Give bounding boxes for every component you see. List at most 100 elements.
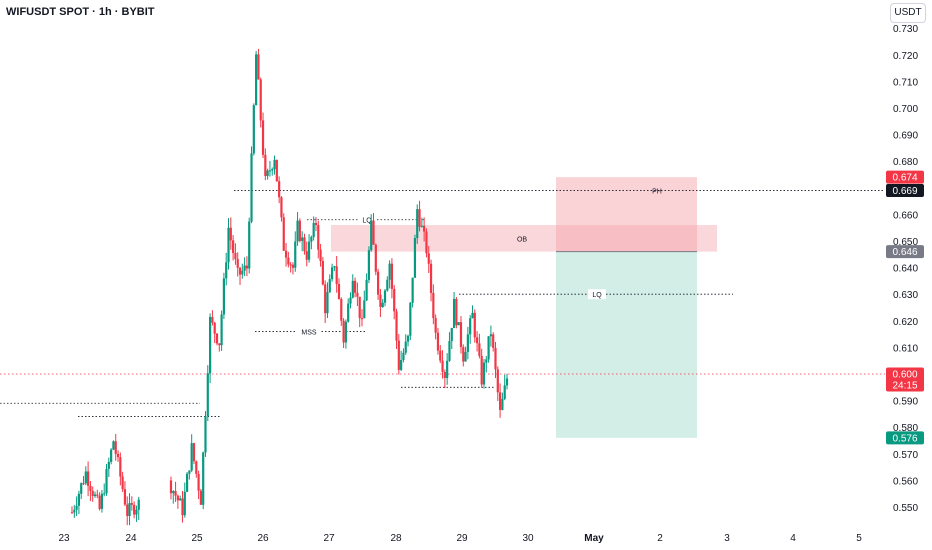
candle-body bbox=[429, 263, 433, 293]
candle-body bbox=[77, 493, 81, 506]
candle-body bbox=[312, 222, 315, 237]
candle-body bbox=[342, 320, 345, 343]
x-tick-label: 5 bbox=[856, 533, 862, 544]
candle-body bbox=[137, 499, 140, 510]
candle-body bbox=[489, 334, 492, 337]
y-tick-label: 0.660 bbox=[893, 210, 918, 221]
y-tick-label: 0.610 bbox=[893, 343, 918, 354]
candle-body bbox=[485, 359, 488, 363]
annotation-label: OB bbox=[517, 236, 527, 243]
candle-body bbox=[103, 493, 106, 495]
candle-body bbox=[441, 360, 444, 372]
candle-body bbox=[107, 461, 110, 469]
candle-body bbox=[317, 225, 320, 250]
candle-body bbox=[328, 279, 331, 293]
x-tick-label: 25 bbox=[191, 533, 203, 544]
candle-body bbox=[459, 322, 463, 348]
y-tick-label: 0.720 bbox=[893, 51, 918, 62]
candle-body bbox=[388, 263, 391, 280]
candle-body bbox=[229, 227, 232, 241]
candle-body bbox=[126, 504, 129, 516]
x-tick-label: 27 bbox=[323, 533, 335, 544]
y-tick-label: 0.560 bbox=[893, 476, 918, 487]
candle-body bbox=[400, 360, 403, 370]
x-tick-label: 23 bbox=[58, 533, 70, 544]
candle-body bbox=[351, 280, 354, 298]
y-tick-label: 0.550 bbox=[893, 503, 918, 514]
candle-body bbox=[390, 263, 394, 289]
candle-body bbox=[397, 340, 400, 370]
candle-body bbox=[96, 494, 99, 496]
y-tick-label: 0.590 bbox=[893, 397, 918, 408]
candle-body bbox=[291, 264, 295, 268]
price-badge: 0.576 bbox=[886, 431, 924, 445]
candle-body bbox=[266, 170, 269, 176]
candle-body bbox=[257, 54, 260, 80]
candle-body bbox=[261, 120, 265, 155]
candle-body bbox=[301, 237, 304, 241]
candle-body bbox=[195, 461, 198, 474]
candle-body bbox=[215, 333, 219, 344]
candle-body bbox=[211, 316, 214, 323]
candle-body bbox=[503, 385, 506, 399]
x-tick-label: 2 bbox=[657, 533, 663, 544]
candle-body bbox=[439, 350, 442, 361]
candle-body bbox=[469, 318, 472, 335]
candle-body bbox=[324, 284, 327, 314]
y-tick-label: 0.650 bbox=[893, 237, 918, 248]
candle-body bbox=[411, 277, 414, 303]
candle-body bbox=[185, 473, 189, 492]
candle-body bbox=[475, 337, 479, 344]
candle-body bbox=[245, 265, 249, 269]
currency-selector[interactable]: USDT bbox=[890, 3, 926, 23]
candle-body bbox=[225, 262, 228, 279]
annotation-label: LQ bbox=[592, 292, 602, 299]
candle-body bbox=[466, 334, 469, 352]
candle-body bbox=[344, 321, 347, 343]
x-tick-label: 3 bbox=[724, 533, 730, 544]
candle-body bbox=[271, 169, 274, 171]
candle-body bbox=[358, 296, 361, 319]
candle-body bbox=[448, 341, 451, 361]
candle-body bbox=[87, 471, 90, 486]
candle-body bbox=[372, 220, 375, 245]
x-tick-label: 24 bbox=[125, 533, 137, 544]
candle-body bbox=[452, 298, 456, 328]
candle-body bbox=[307, 241, 311, 260]
candle-body bbox=[197, 473, 200, 491]
candle-body bbox=[208, 316, 212, 374]
candle-body bbox=[455, 298, 458, 326]
candle-body bbox=[80, 483, 83, 494]
candle-body bbox=[252, 105, 255, 154]
candle-body bbox=[478, 343, 481, 356]
candle-body bbox=[282, 217, 285, 251]
x-tick-label: 28 bbox=[390, 533, 402, 544]
y-tick-label: 0.690 bbox=[893, 131, 918, 142]
candle-body bbox=[340, 299, 343, 321]
candle-body bbox=[227, 227, 230, 263]
candle-body bbox=[190, 443, 193, 471]
candle-body bbox=[457, 322, 460, 326]
candle-body bbox=[183, 491, 186, 516]
candle-body bbox=[176, 495, 179, 501]
candle-body bbox=[310, 236, 313, 242]
annotation-bg bbox=[297, 326, 321, 337]
candle-body bbox=[427, 253, 430, 264]
candle-body bbox=[360, 318, 364, 320]
candle-body bbox=[220, 314, 223, 346]
y-tick-label: 0.680 bbox=[893, 157, 918, 168]
candle-body bbox=[498, 392, 502, 410]
candle-body bbox=[280, 197, 283, 218]
candle-body bbox=[337, 284, 341, 300]
candle-body bbox=[383, 290, 387, 303]
candle-body bbox=[420, 225, 423, 227]
candle-body bbox=[169, 480, 173, 494]
candle-body bbox=[434, 318, 437, 333]
candle-body bbox=[121, 476, 124, 490]
candle-body bbox=[349, 297, 352, 304]
x-tick-label: 29 bbox=[456, 533, 468, 544]
price-badge-bg bbox=[886, 183, 924, 197]
candle-body bbox=[482, 362, 486, 385]
candle-body bbox=[333, 266, 336, 268]
